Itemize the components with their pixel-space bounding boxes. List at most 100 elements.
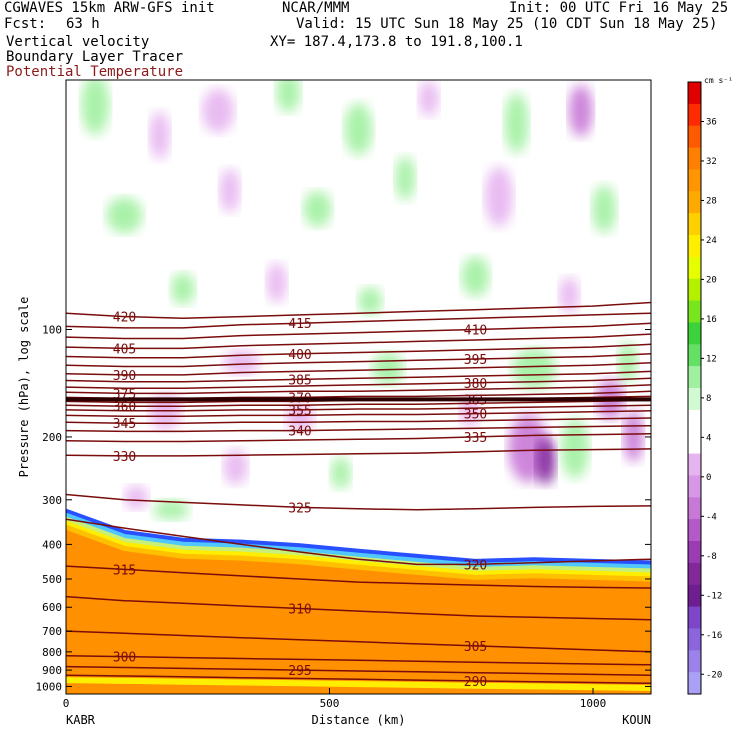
velocity-cell: [223, 448, 248, 485]
theta-contour-label: 325: [288, 501, 311, 516]
colorbar-segment: [688, 388, 701, 411]
velocity-cell: [106, 197, 143, 234]
velocity-cell: [303, 190, 332, 227]
potential-temperature-contours: 4204154104054003953903853803753703653603…: [66, 301, 651, 690]
boundary-layer-fill: [66, 519, 651, 694]
colorbar-segment: [688, 300, 701, 323]
colorbar: 36 32 28 24 20 16 12 8 4 0 -4 -8 -12 -16 -20 cm s⁻¹: [687, 76, 733, 695]
x-endpoint-left: KABR: [66, 713, 96, 727]
theta-contour-335: [66, 433, 651, 443]
colorbar-segment: [688, 431, 701, 455]
colorbar-segment: [688, 366, 701, 389]
theta-contour-label: 410: [464, 323, 487, 338]
chart-title: CGWAVES 15km ARW-GFS init: [4, 0, 215, 16]
theta-contour-315: [66, 565, 651, 589]
theta-contour-400: [66, 343, 651, 359]
surface-band: [66, 677, 651, 691]
velocity-cell: [617, 342, 638, 383]
valid-time: Valid: 15 UTC Sun 18 May 25 (10 CDT Sun …: [296, 16, 718, 32]
colorbar-segment: [688, 344, 701, 367]
y-tick-label: 600: [42, 601, 62, 614]
field-name-potential-temperature: Potential Temperature: [6, 64, 184, 80]
colorbar-tick-label: -12: [706, 591, 722, 601]
cross-section-endpoints: XY= 187.4,173.8 to 191.8,100.1: [270, 34, 523, 50]
colorbar-segment: [688, 475, 701, 498]
theta-contour-label: 415: [288, 317, 311, 332]
theta-contour-300: [66, 654, 651, 666]
theta-contour-label: 350: [464, 408, 487, 423]
theta-contour-385: [66, 370, 651, 383]
theta-contour-390: [66, 362, 651, 376]
colorbar-tick-label: 20: [706, 275, 717, 285]
colorbar-frame: [687, 81, 702, 695]
theta-contour-305: [66, 630, 651, 653]
colorbar-segment: [688, 147, 701, 170]
colorbar-segment: [688, 322, 701, 345]
colorbar-segment: [688, 125, 701, 149]
colorbar-tick-label: 36: [706, 117, 717, 127]
boundary-layer-rim-cyan: [66, 512, 651, 570]
colorbar-unit: cm s⁻¹: [704, 76, 733, 85]
theta-contour-310: [66, 595, 651, 621]
boundary-layer-rim-blue: [66, 508, 651, 566]
x-endpoint-right: KOUN: [622, 713, 651, 727]
velocity-cell: [418, 80, 439, 117]
y-tick-label: 1000: [36, 680, 63, 693]
theta-contour-label: 330: [113, 450, 136, 465]
y-tick-label: 300: [42, 494, 62, 507]
theta-contour-label: 420: [113, 311, 136, 326]
colorbar-tick-label: 32: [706, 157, 717, 167]
theta-contour-350: [66, 410, 651, 417]
colorbar-segment: [688, 497, 701, 520]
forecast-hour: 63 h: [66, 16, 100, 32]
velocity-cell: [81, 80, 110, 135]
y-tick-label: 100: [42, 323, 62, 336]
colorbar-tick-label: 8: [706, 394, 711, 404]
theta-contour-360: [66, 399, 651, 407]
colorbar-tick-label: 28: [706, 196, 717, 206]
velocity-cell: [559, 276, 580, 313]
y-tick-label: 800: [42, 646, 62, 659]
plot-frame: [65, 79, 652, 695]
theta-contour-label: 305: [464, 640, 487, 655]
velocity-cell: [568, 84, 593, 137]
velocity-cell: [286, 403, 314, 432]
forecast-label: Fcst:: [4, 16, 47, 32]
colorbar-tick-label: 0: [706, 473, 711, 483]
velocity-cell: [358, 287, 383, 315]
velocity-cell: [149, 111, 170, 160]
velocity-cell: [266, 262, 287, 303]
velocity-cell: [535, 436, 556, 485]
theta-contour-label: 345: [113, 417, 136, 432]
theta-contour-410: [66, 322, 651, 340]
theta-contour-label: 310: [288, 603, 311, 618]
colorbar-segment: [688, 628, 701, 651]
theta-contour-label: 405: [113, 342, 136, 357]
colorbar-segment: [688, 82, 701, 105]
colorbar-tick-label: 24: [706, 236, 717, 246]
theta-contour-label: 340: [288, 425, 311, 440]
theta-contour-355: [66, 404, 651, 412]
colorbar-segment: [688, 103, 701, 127]
velocity-cell: [171, 272, 195, 305]
theta-contour-420: [66, 301, 651, 319]
velocity-cell: [484, 166, 513, 227]
colorbar-segment: [688, 191, 701, 214]
velocity-cell: [219, 168, 240, 213]
y-axis-label: Pressure (hPa), log scale: [17, 297, 31, 478]
theta-contour-295: [66, 665, 651, 676]
colorbar-segment: [688, 672, 701, 695]
velocity-cell: [344, 103, 373, 156]
velocity-cell: [202, 88, 235, 133]
colorbar-tick-label: -4: [706, 512, 717, 522]
x-tick-label: 1000: [580, 697, 607, 710]
field-name-boundary-layer-tracer: Boundary Layer Tracer: [6, 49, 184, 65]
y-tick-label: 900: [42, 664, 62, 677]
velocity-cell: [504, 93, 529, 153]
theta-contour-label: 385: [288, 373, 311, 388]
theta-contour-325: [66, 493, 651, 511]
theta-contour-415: [66, 312, 651, 329]
velocity-cell: [330, 457, 351, 489]
field-name-vertical-velocity: Vertical velocity: [6, 34, 150, 50]
